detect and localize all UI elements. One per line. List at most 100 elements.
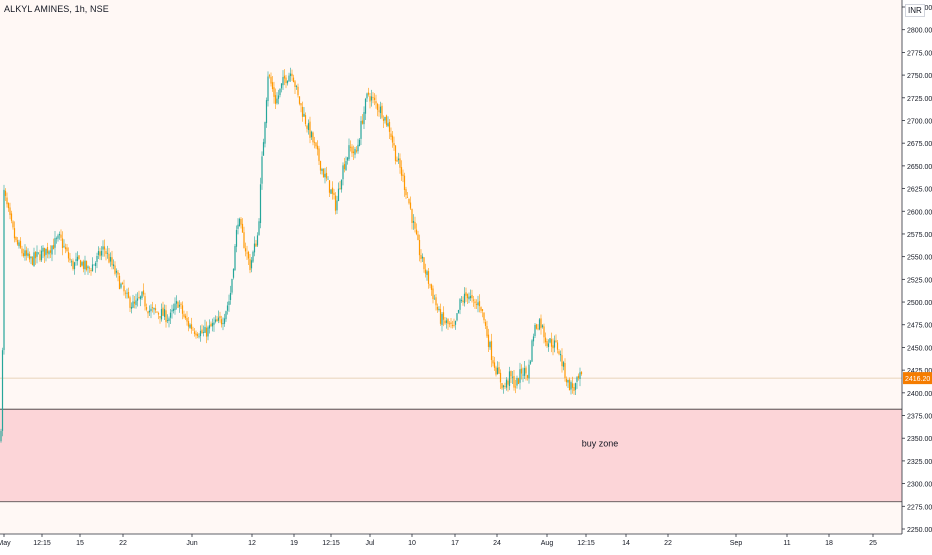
candle-body [31,257,34,265]
candle-body [204,326,206,333]
price-tick-label: 2725.00 [907,96,932,103]
candle-body [481,309,484,311]
candle-body [490,341,493,360]
candle-body [343,164,346,170]
candle-body [88,267,91,269]
candle-body [357,144,359,152]
candle-body [289,73,292,76]
candle-body [267,76,269,102]
candle-body [327,178,329,180]
candle-body [382,118,385,121]
candle-body [265,100,268,124]
candle-body [64,247,67,250]
candle-body [163,309,166,317]
candle-body [321,169,323,171]
candle-body [496,367,499,375]
candle-body [51,245,53,255]
candle-body [358,139,361,147]
candle-body [76,256,79,262]
time-tick-label: Sep [730,540,743,547]
candle-body [240,218,242,225]
candle-body [169,312,172,318]
candle-body [420,254,422,260]
candle-body [60,234,62,238]
candle-body [577,375,580,379]
candle-body [100,250,103,256]
candle-body [402,174,404,176]
candle-body [273,87,275,97]
candle-body [376,103,379,111]
candle-body [0,430,2,442]
candle-body [9,207,11,215]
price-tick-label: 2425.00 [907,368,932,375]
candle-body [195,333,197,336]
candle-body [145,307,148,310]
price-tick-label: 2400.00 [907,391,932,398]
candle-body [427,271,430,284]
candle-body [93,264,95,266]
candle-body [25,250,28,256]
candle-body [345,161,347,171]
candle-body [39,254,41,261]
candle-body [535,324,538,329]
candle-body [477,302,479,306]
candle-body [454,321,457,325]
candle-body [234,246,236,270]
candle-body [225,311,227,320]
currency-button[interactable]: INR [905,4,925,17]
price-tick-label: 2575.00 [907,232,932,239]
candle-body [61,238,64,248]
candle-body [256,235,259,246]
candle-body [243,232,245,248]
candle-body [444,320,446,324]
candle-body [276,98,278,104]
candle-body [94,262,97,267]
candle-body [499,372,502,383]
candle-body [466,294,469,299]
candle-body [261,156,263,184]
candle-body [70,261,73,263]
candle-body [520,368,523,374]
candle-body [139,296,142,300]
candle-body [478,301,481,307]
candle-body [13,228,16,239]
price-tick-label: 2800.00 [907,28,932,35]
candle-body [355,150,358,152]
candle-body [369,96,371,102]
candle-body [541,325,544,328]
candle-body [111,257,113,266]
candle-body [123,285,125,292]
candle-body [199,330,202,337]
candle-body [157,313,160,315]
price-axis[interactable] [902,0,932,550]
candle-body [112,264,115,267]
candle-body [223,318,226,324]
price-tick-label: 2775.00 [907,50,932,57]
candle-body [4,190,7,196]
candle-body [525,367,527,374]
candle-body [381,105,383,118]
candle-body [279,88,281,96]
candle-body [286,80,289,84]
candle-body [237,224,239,229]
candle-body [453,325,455,326]
candle-body [334,195,337,211]
candle-body [63,245,65,247]
candle-body [445,320,448,323]
candle-body [429,284,431,286]
candle-body [510,370,512,377]
candle-body [439,309,442,324]
candle-body [342,165,344,180]
candle-body [247,251,250,259]
candle-body [43,247,46,257]
buy-zone-rect[interactable] [0,409,902,502]
price-tick-label: 2250.00 [907,527,932,534]
candle-body [217,317,220,321]
candle-body [27,253,29,256]
candle-body [285,77,287,84]
candle-body [433,298,436,300]
candle-body [229,293,232,300]
time-axis[interactable] [0,534,932,550]
candle-body [474,301,476,304]
